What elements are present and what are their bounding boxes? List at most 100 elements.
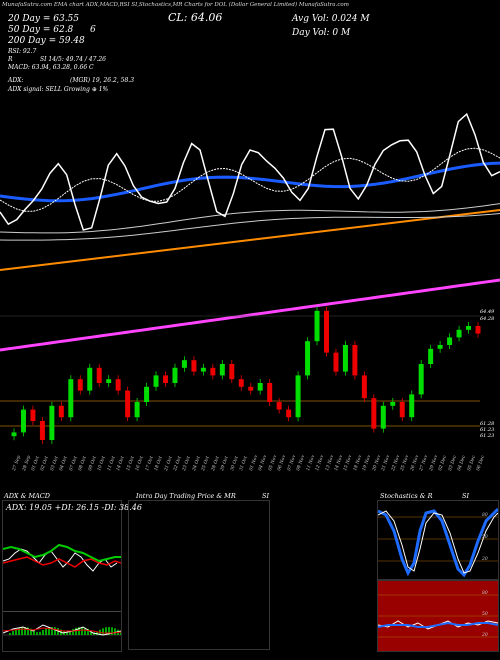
candles [11, 306, 481, 444]
price-label-5: 61.23 [480, 433, 495, 439]
macd-bar [72, 629, 74, 635]
ema-5-line [0, 112, 500, 231]
stoch-level-80: 80 [482, 513, 488, 518]
candle [191, 356, 197, 376]
candle [267, 379, 273, 406]
candle [11, 428, 17, 441]
date-tick-label: 31 Oct [239, 455, 250, 472]
candle [409, 390, 415, 422]
rsi-level-50: 50 [482, 612, 488, 617]
avg-volume: Avg Vol: 0.024 M [292, 14, 370, 24]
macd-bar [51, 627, 53, 635]
candle [305, 337, 311, 380]
macd-histogram [9, 627, 121, 635]
candle [181, 356, 187, 372]
macd-bar [102, 628, 104, 635]
rsi-lines [378, 594, 498, 638]
adx-macd-panel: ADX: 19.05 +DI: 26.15 -DI: 38.46 [2, 500, 142, 652]
date-tick-label: 06 Dec [476, 455, 487, 472]
intraday-panel-title: Intra Day Trading Price & MR [136, 492, 236, 500]
close-price: CL: 64.06 [168, 11, 223, 24]
date-tick-label: 02 Oct [40, 455, 51, 472]
adx-label: ADX: [8, 77, 24, 84]
candle [58, 401, 64, 422]
date-tick-label: 27 Sep [12, 455, 23, 472]
macd-bar [84, 627, 86, 635]
stoch-level-50: 50 [482, 535, 488, 540]
si-label: SI 14/5: 49.74 / 47.26 [40, 56, 106, 63]
candle [200, 363, 206, 376]
intraday-panel [128, 500, 270, 650]
macd-bar [57, 628, 59, 635]
candle [371, 394, 377, 433]
candle [77, 375, 83, 395]
candle [342, 341, 348, 376]
ema50-extra: 6 [90, 25, 96, 35]
price-label-2: 64.28 [480, 316, 495, 322]
date-tick-label: 04 Dec [457, 455, 468, 472]
ema-55-line [0, 203, 500, 234]
macd-bar [48, 627, 50, 635]
adx-values: ADX: 19.05 +DI: 26.15 -DI: 38.46 [6, 503, 142, 512]
price-label-1: 64.49 [480, 309, 495, 315]
candle [87, 363, 93, 395]
candle [39, 417, 45, 444]
candle [295, 371, 301, 422]
price-label-3: 61.28 [480, 421, 495, 427]
stoch-si-label: SI [462, 492, 470, 500]
macd-bar [90, 630, 92, 635]
candle [390, 398, 396, 410]
rsi-level-20: 20 [482, 633, 488, 638]
day-volume: Day Vol: 0 M [292, 28, 351, 38]
date-tick-label: 27 Nov [419, 454, 430, 472]
ema-60-line [0, 213, 500, 241]
ema-50-line [0, 161, 500, 203]
macd-bar [45, 628, 47, 635]
date-tick-label: 08 Nov [296, 454, 307, 472]
macd-bar [93, 632, 95, 635]
date-tick-label: 02 Dec [438, 455, 449, 472]
date-axis: 27 Sep 28 Sep 01 Oct 02 Oct 03 Oct 04 Oct 07 O… [0, 440, 500, 490]
candle [286, 405, 292, 422]
date-tick-label: 12 Nov [315, 454, 326, 472]
date-tick-label: 10 Oct [97, 455, 108, 472]
candle [96, 363, 102, 387]
mgr-label: (MGR) 19, 26.2, 58.3 [70, 77, 135, 84]
candle [475, 322, 481, 338]
ema-lines [0, 112, 500, 352]
macd-bar [21, 627, 23, 635]
macd-bar [114, 628, 116, 635]
macd-bar [105, 627, 107, 635]
price-label-4: 61.23 [480, 427, 495, 433]
candle [210, 363, 216, 380]
candle [428, 344, 434, 368]
macd-bar [78, 627, 80, 635]
macd-bar [30, 628, 32, 635]
adx-lines [3, 543, 121, 572]
date-tick-label: 25 Oct [201, 455, 212, 472]
rsi-label: RSI: 92.7 [8, 48, 37, 55]
candle [314, 306, 320, 346]
candle [153, 371, 159, 391]
macd-bar [15, 629, 17, 635]
candle [380, 401, 386, 433]
macd-bar [9, 633, 11, 635]
ema20-label: 20 Day = 63.55 [8, 14, 80, 24]
candle [134, 398, 140, 422]
date-tick-label: 04 Oct [59, 455, 70, 472]
macd-bar [81, 627, 83, 635]
macd-bar [111, 627, 113, 635]
adx-signal: ADX signal: SELL Growing ⊕ 1% [8, 86, 109, 93]
macd-bar [87, 628, 89, 635]
candle [466, 322, 472, 334]
candle [49, 401, 55, 444]
ema50-label: 50 Day = 62.8 [8, 25, 74, 35]
date-tick-label: 23 Oct [182, 455, 193, 472]
rsi-panel: 80 50 20 [377, 580, 499, 652]
candle [437, 341, 443, 353]
stoch-level-20: 20 [482, 557, 488, 562]
stoch-lines [378, 507, 498, 578]
stoch-panel-title: Stochastics & R [380, 492, 433, 500]
candle [172, 363, 178, 387]
macd-bar [108, 627, 110, 635]
